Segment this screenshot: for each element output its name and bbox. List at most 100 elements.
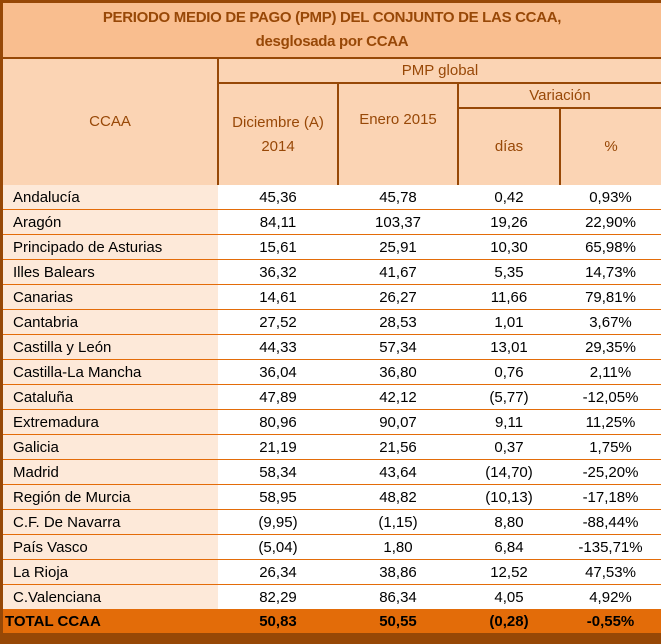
ccaa-name: Extremadura	[3, 409, 218, 435]
table-row: Cantabria 27,52 28,53 1,01 3,67%	[3, 309, 661, 335]
diciembre-value: 50,83	[218, 609, 338, 633]
ccaa-name: Castilla y León	[3, 334, 218, 360]
diciembre-value: 45,36	[218, 185, 338, 210]
enero-value: 26,27	[338, 284, 458, 310]
pct-value: -17,18%	[560, 484, 661, 510]
table-row: Extremadura 80,96 90,07 9,11 11,25%	[3, 409, 661, 435]
dias-value: (10,13)	[458, 484, 560, 510]
enero-value: 41,67	[338, 259, 458, 285]
ccaa-name: Illes Balears	[3, 259, 218, 285]
diciembre-value: 21,19	[218, 434, 338, 460]
ccaa-name: Galicia	[3, 434, 218, 460]
header-enero: Enero 2015	[339, 84, 457, 185]
dias-value: 10,30	[458, 234, 560, 260]
pct-value: -12,05%	[560, 384, 661, 410]
dias-value: 1,01	[458, 309, 560, 335]
diciembre-value: 80,96	[218, 409, 338, 435]
enero-value: 48,82	[338, 484, 458, 510]
dias-value: 9,11	[458, 409, 560, 435]
pct-value: -25,20%	[560, 459, 661, 485]
ccaa-name: Aragón	[3, 209, 218, 235]
dias-value: 4,05	[458, 584, 560, 610]
dias-value: 11,66	[458, 284, 560, 310]
ccaa-name: País Vasco	[3, 534, 218, 560]
dias-value: 0,42	[458, 185, 560, 210]
table-row: Madrid 58,34 43,64 (14,70) -25,20%	[3, 459, 661, 485]
table-row: Región de Murcia 58,95 48,82 (10,13) -17,18%	[3, 484, 661, 510]
pct-value: -135,71%	[560, 534, 661, 560]
pct-value: 4,92%	[560, 584, 661, 610]
header-ccaa: CCAA	[3, 59, 217, 185]
pct-value: 47,53%	[560, 559, 661, 585]
table-row: Aragón 84,11 103,37 19,26 22,90%	[3, 209, 661, 235]
table-row: C.Valenciana 82,29 86,34 4,05 4,92%	[3, 584, 661, 610]
enero-value: 21,56	[338, 434, 458, 460]
table-row: Castilla-La Mancha 36,04 36,80 0,76 2,11%	[3, 359, 661, 385]
title-line-2: desglosada por CCAA	[255, 33, 409, 50]
enero-value: 45,78	[338, 185, 458, 210]
header-pct: %	[561, 109, 661, 185]
header-diciembre: Diciembre (A) 2014	[219, 84, 337, 185]
header-variacion: Variación	[459, 84, 661, 107]
dias-value: (0,28)	[458, 609, 560, 633]
diciembre-value: 27,52	[218, 309, 338, 335]
ccaa-name: Madrid	[3, 459, 218, 485]
table-row: Illes Balears 36,32 41,67 5,35 14,73%	[3, 259, 661, 285]
pct-value: 2,11%	[560, 359, 661, 385]
diciembre-value: 36,04	[218, 359, 338, 385]
enero-value: 1,80	[338, 534, 458, 560]
table-row: Andalucía 45,36 45,78 0,42 0,93%	[3, 185, 661, 210]
pct-value: -88,44%	[560, 509, 661, 535]
ccaa-name: Canarias	[3, 284, 218, 310]
table-row: Castilla y León 44,33 57,34 13,01 29,35%	[3, 334, 661, 360]
table-row: Cataluña 47,89 42,12 (5,77) -12,05%	[3, 384, 661, 410]
diciembre-value: 14,61	[218, 284, 338, 310]
dias-value: 19,26	[458, 209, 560, 235]
pct-value: 3,67%	[560, 309, 661, 335]
data-table: Andalucía 45,36 45,78 0,42 0,93% Aragón 84,11 1…	[3, 185, 661, 633]
ccaa-name: Principado de Asturias	[3, 234, 218, 260]
enero-value: 43,64	[338, 459, 458, 485]
table-row: C.F. De Navarra (9,95) (1,15) 8,80 -88,44%	[3, 509, 661, 535]
enero-value: 38,86	[338, 559, 458, 585]
dias-value: 5,35	[458, 259, 560, 285]
pct-value: 29,35%	[560, 334, 661, 360]
diciembre-value: 36,32	[218, 259, 338, 285]
pct-value: 11,25%	[560, 409, 661, 435]
dias-value: 12,52	[458, 559, 560, 585]
title-line-1: PERIODO MEDIO DE PAGO (PMP) DEL CONJUNTO…	[102, 9, 562, 26]
enero-value: 25,91	[338, 234, 458, 260]
enero-value: 50,55	[338, 609, 458, 633]
table-row: La Rioja 26,34 38,86 12,52 47,53%	[3, 559, 661, 585]
ccaa-name: Cataluña	[3, 384, 218, 410]
table-row: País Vasco (5,04) 1,80 6,84 -135,71%	[3, 534, 661, 560]
table-row: Galicia 21,19 21,56 0,37 1,75%	[3, 434, 661, 460]
enero-value: 57,34	[338, 334, 458, 360]
ccaa-name: C.F. De Navarra	[3, 509, 218, 535]
ccaa-name: TOTAL CCAA	[3, 609, 218, 633]
header-pmp-global: PMP global	[219, 59, 661, 82]
pct-value: 65,98%	[560, 234, 661, 260]
pct-value: 22,90%	[560, 209, 661, 235]
ccaa-name: Castilla-La Mancha	[3, 359, 218, 385]
pct-value: 0,93%	[560, 185, 661, 210]
dias-value: 13,01	[458, 334, 560, 360]
diciembre-value: (5,04)	[218, 534, 338, 560]
header-dias: días	[459, 109, 559, 185]
dias-value: 6,84	[458, 534, 560, 560]
diciembre-value: 84,11	[218, 209, 338, 235]
enero-value: 36,80	[338, 359, 458, 385]
diciembre-value: 58,34	[218, 459, 338, 485]
enero-value: (1,15)	[338, 509, 458, 535]
diciembre-value: 26,34	[218, 559, 338, 585]
pct-value: -0,55%	[560, 609, 661, 633]
diciembre-value: 58,95	[218, 484, 338, 510]
diciembre-value: 47,89	[218, 384, 338, 410]
enero-value: 28,53	[338, 309, 458, 335]
diciembre-value: 82,29	[218, 584, 338, 610]
dias-value: (5,77)	[458, 384, 560, 410]
ccaa-name: Región de Murcia	[3, 484, 218, 510]
ccaa-name: C.Valenciana	[3, 584, 218, 610]
pct-value: 14,73%	[560, 259, 661, 285]
